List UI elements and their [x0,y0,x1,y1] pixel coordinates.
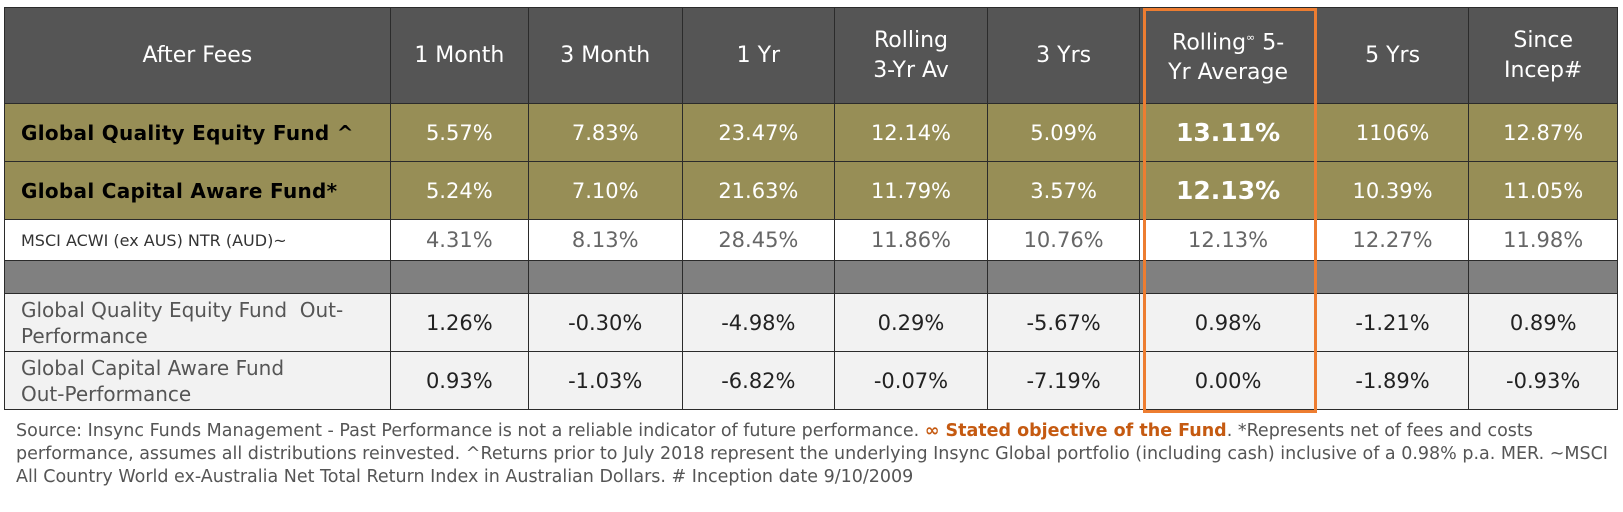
cell-3-yrs: 5.09% [986,103,1141,162]
cell-1-month: 5.57% [389,103,529,162]
header-rolling-5yr-text: Rolling [1172,30,1247,56]
cell-rolling-3yr: 11.86% [834,219,988,261]
cell-1-month: 0.93% [389,351,529,410]
table-row-quality-outperformance: Global Quality Equity Fund Out- Performa… [4,293,1618,352]
cell-5-yrs: 10.39% [1315,161,1470,220]
cell-1-yr: 23.47% [681,103,836,162]
table-row-global-quality-equity: Global Quality Equity Fund ^ 5.57% 7.83%… [4,103,1618,162]
source-footnote: Source: Insync Funds Management - Past P… [16,420,1611,489]
cell-rolling-5yr: 0.98% [1139,293,1317,352]
cell-rolling-3yr: 12.14% [834,103,988,162]
cell-3-month: -1.03% [527,351,683,410]
infinity-symbol: ∞ [1246,30,1256,44]
cell-3-yrs: -7.19% [986,351,1141,410]
footnote-details-text: . *Represents net of fees and costs perf… [16,421,1608,487]
row-label: Global Quality Equity Fund Out- Performa… [4,293,391,352]
row-label: Global Capital Aware Fund* [4,161,391,220]
row-label: MSCI ACWI (ex AUS) NTR (AUD)~ [4,219,391,261]
header-row: After Fees 1 Month 3 Month 1 Yr Rolling … [4,7,1618,104]
cell-rolling-5yr: 0.00% [1139,351,1317,410]
performance-table: After Fees 1 Month 3 Month 1 Yr Rolling … [4,7,1618,410]
header-rolling-3yr: Rolling 3-Yr Av [834,7,988,104]
cell-1-yr: -6.82% [681,351,836,410]
header-after-fees: After Fees [4,7,391,104]
header-rolling-5yr-suffix: 5- [1255,30,1285,56]
cell-5-yrs: -1.21% [1315,293,1470,352]
cell-3-month: 7.83% [527,103,683,162]
cell-rolling-5yr: 12.13% [1139,219,1317,261]
separator-row [4,260,1618,294]
header-since-inception: Since Incep# [1468,7,1618,104]
cell-1-yr: 21.63% [681,161,836,220]
cell-rolling-3yr: -0.07% [834,351,988,410]
header-rolling-3yr-line1: Rolling [873,27,948,53]
table-row-global-capital-aware: Global Capital Aware Fund* 5.24% 7.10% 2… [4,161,1618,220]
footnote-source-text: Source: Insync Funds Management - Past P… [16,421,925,441]
cell-rolling-3yr: 11.79% [834,161,988,220]
cell-1-month: 4.31% [389,219,529,261]
table-row-capital-aware-outperformance: Global Capital Aware Fund Out-Performanc… [4,351,1618,410]
header-3-yrs: 3 Yrs [986,7,1141,104]
cell-3-month: -0.30% [527,293,683,352]
cell-3-month: 7.10% [527,161,683,220]
row-label-line1: Global Quality Equity Fund Out- [21,297,344,322]
cell-3-yrs: 3.57% [986,161,1141,220]
footnote-infinity-symbol: ∞ [924,421,940,441]
cell-5-yrs: -1.89% [1315,351,1470,410]
cell-since-inception: 0.89% [1468,293,1618,352]
row-label-line2: Out-Performance [21,381,192,406]
cell-3-yrs: -5.67% [986,293,1141,352]
cell-rolling-3yr: 0.29% [834,293,988,352]
row-label-line2: Performance [21,323,148,348]
header-1-yr: 1 Yr [681,7,836,104]
header-rolling-5yr-average: Rolling∞ 5- Yr Average [1139,7,1317,104]
header-3-month: 3 Month [527,7,683,104]
cell-1-yr: -4.98% [681,293,836,352]
header-since-line1: Since [1513,27,1574,53]
cell-1-month: 5.24% [389,161,529,220]
cell-5-yrs: 1106% [1315,103,1470,162]
cell-3-yrs: 10.76% [986,219,1141,261]
cell-since-inception: 12.87% [1468,103,1618,162]
cell-1-yr: 28.45% [681,219,836,261]
footnote-stated-objective: Stated objective of the Fund [939,421,1227,441]
cell-5-yrs: 12.27% [1315,219,1470,261]
row-label: Global Capital Aware Fund Out-Performanc… [4,351,391,410]
row-label: Global Quality Equity Fund ^ [4,103,391,162]
header-1-month: 1 Month [389,7,529,104]
header-5-yrs: 5 Yrs [1315,7,1470,104]
cell-rolling-5yr: 13.11% [1139,103,1317,162]
cell-since-inception: 11.05% [1468,161,1618,220]
cell-3-month: 8.13% [527,219,683,261]
cell-rolling-5yr: 12.13% [1139,161,1317,220]
header-rolling-5yr-line2: Yr Average [1168,60,1288,86]
row-label-line1: Global Capital Aware Fund [21,355,285,380]
header-since-line2: Incep# [1503,57,1583,83]
cell-1-month: 1.26% [389,293,529,352]
header-rolling-3yr-line2: 3-Yr Av [873,57,949,83]
cell-since-inception: -0.93% [1468,351,1618,410]
table-row-msci-index: MSCI ACWI (ex AUS) NTR (AUD)~ 4.31% 8.13… [4,219,1618,261]
cell-since-inception: 11.98% [1468,219,1618,261]
